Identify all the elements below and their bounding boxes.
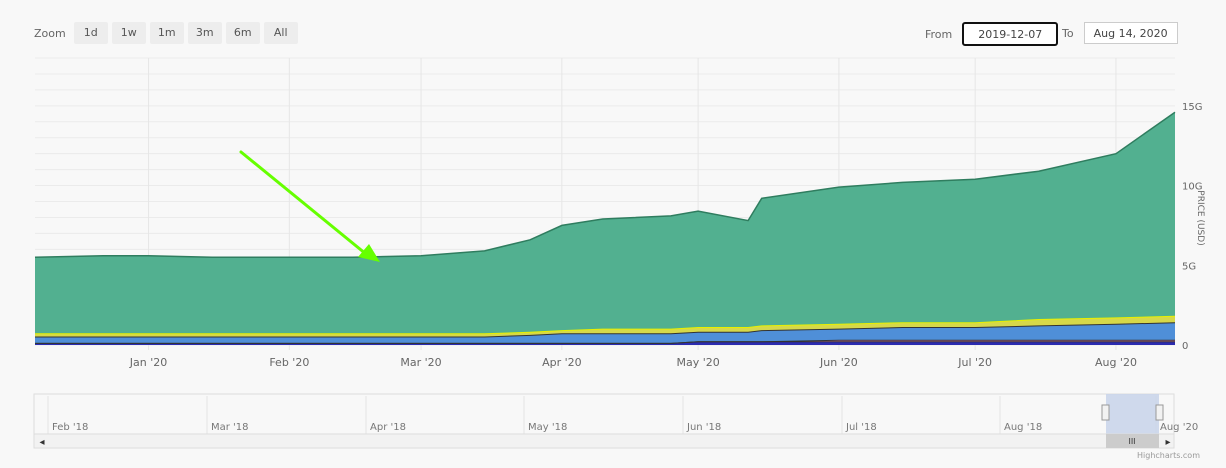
scroll-right-arrow-icon[interactable]: ▸ bbox=[1165, 437, 1170, 448]
zoom-1d-button[interactable]: 1d bbox=[73, 22, 108, 44]
from-date-input[interactable] bbox=[962, 22, 1059, 46]
range-to-group: To bbox=[1062, 22, 1178, 44]
navigator[interactable]: Feb '18 Mar '18 Apr '18 May '18 Jun '18 Jul '… bbox=[33, 393, 1198, 435]
scrollbar-track[interactable] bbox=[33, 433, 1175, 449]
navigator-label: Aug '18 bbox=[1004, 422, 1042, 433]
zoom-6m-button[interactable]: 6m bbox=[225, 22, 260, 44]
scrollbar[interactable]: III ◂ ▸ bbox=[33, 433, 1175, 449]
navigator-handle-right[interactable] bbox=[1155, 404, 1164, 421]
navigator-label: Apr '18 bbox=[370, 422, 406, 433]
from-label: From bbox=[925, 27, 953, 41]
zoom-bar: Zoom 1d 1w 1m 3m 6m All bbox=[34, 22, 298, 44]
series-line bbox=[35, 322, 1176, 338]
scrollbar-thumb[interactable] bbox=[1106, 434, 1159, 448]
navigator-selection[interactable] bbox=[1106, 394, 1159, 434]
zoom-label: Zoom bbox=[34, 26, 66, 40]
series-area bbox=[35, 340, 1175, 344]
x-tick-label: Jul '20 bbox=[957, 356, 992, 369]
navigator-labels: Feb '18 Mar '18 Apr '18 May '18 Jun '18 Jul '… bbox=[47, 396, 1198, 434]
series-line bbox=[35, 315, 1176, 335]
navigator-handle-left[interactable] bbox=[1101, 404, 1110, 421]
x-tick-label: Jun '20 bbox=[819, 356, 858, 369]
range-from-group: From bbox=[925, 22, 1059, 46]
navigator-label: Aug '20 bbox=[1160, 422, 1198, 433]
annotation-arrow-line bbox=[239, 150, 368, 256]
series-layer bbox=[34, 111, 1176, 345]
x-tick-label: Aug '20 bbox=[1095, 356, 1137, 369]
navigator-label: Feb '18 bbox=[52, 422, 88, 433]
y-tick-label: 10G bbox=[1182, 182, 1202, 193]
annotation-arrow-head bbox=[358, 244, 380, 262]
series-area bbox=[35, 112, 1175, 334]
y-tick-label: 15G bbox=[1182, 102, 1202, 113]
navigator-label: Jun '18 bbox=[686, 422, 721, 433]
y-axis-title: PRICE (USD) bbox=[1195, 190, 1205, 245]
to-label: To bbox=[1062, 26, 1074, 40]
x-tick-label: Jan '20 bbox=[129, 356, 167, 369]
annotation-arrow bbox=[239, 150, 380, 262]
y-axis: 0 5G 10G 15G bbox=[1182, 102, 1202, 352]
y-tick-label: 0 bbox=[1182, 341, 1188, 352]
x-axis: Jan '20 Feb '20 Mar '20 Apr '20 May '20 Jun '… bbox=[129, 356, 1137, 369]
y-tick-label: 5G bbox=[1182, 261, 1196, 272]
navigator-label: Mar '18 bbox=[211, 422, 249, 433]
series-area bbox=[35, 316, 1175, 337]
zoom-3m-button[interactable]: 3m bbox=[187, 22, 222, 44]
to-date-input[interactable] bbox=[1083, 22, 1178, 44]
navigator-label: May '18 bbox=[528, 422, 567, 433]
navigator-label: Jul '18 bbox=[845, 422, 877, 433]
x-tick-label: Mar '20 bbox=[400, 356, 441, 369]
zoom-1w-button[interactable]: 1w bbox=[111, 22, 146, 44]
x-tick-label: Feb '20 bbox=[269, 356, 309, 369]
x-tick-label: May '20 bbox=[676, 356, 719, 369]
series-line bbox=[35, 339, 1175, 344]
zoom-1m-button[interactable]: 1m bbox=[149, 22, 184, 44]
series-line bbox=[34, 111, 1176, 259]
x-tick-label: Apr '20 bbox=[542, 356, 582, 369]
scroll-left-arrow-icon[interactable]: ◂ bbox=[39, 437, 44, 448]
navigator-outline bbox=[33, 393, 1175, 435]
zoom-all-button[interactable]: All bbox=[263, 22, 298, 44]
scrollbar-grip: III bbox=[1128, 437, 1135, 446]
credit-text: Highcharts.com bbox=[1137, 451, 1200, 460]
